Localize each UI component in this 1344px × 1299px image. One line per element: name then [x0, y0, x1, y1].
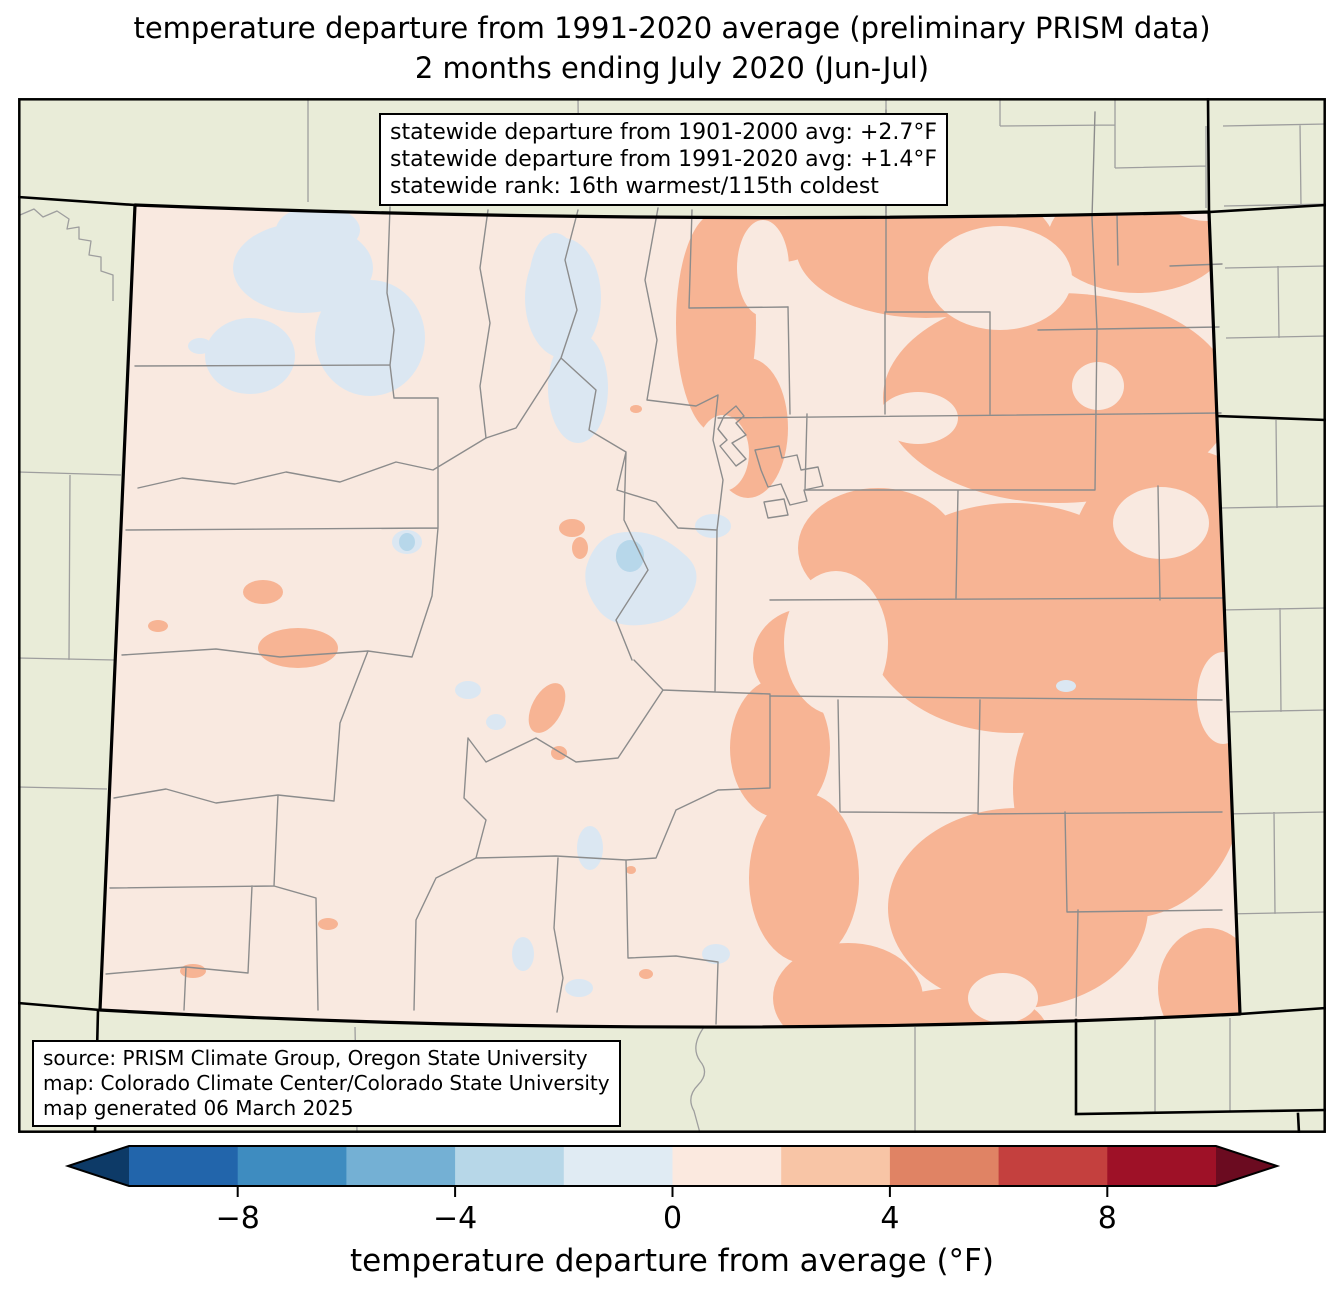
generated-date-line: map generated 06 March 2025	[43, 1096, 354, 1120]
colorado-county-lines	[105, 109, 1223, 1025]
colorbar-tick-labels: −8 −4 0 4 8	[0, 1201, 1344, 1241]
map-frame	[18, 98, 1326, 1133]
colorbar-tick-label: 4	[880, 1201, 900, 1236]
source-attribution-box: source: PRISM Climate Group, Oregon Stat…	[32, 1040, 621, 1127]
stats-line-1901-2000: statewide departure from 1901-2000 avg: …	[390, 120, 938, 145]
source-line: source: PRISM Climate Group, Oregon Stat…	[43, 1046, 588, 1070]
colorbar-tick-label: 0	[662, 1201, 683, 1236]
colorbar-tick-label: −8	[215, 1201, 260, 1236]
figure-title: temperature departure from 1991-2020 ave…	[0, 8, 1344, 88]
colorado-temperature-map	[18, 98, 1326, 1133]
near-normal-areas	[697, 205, 1240, 1023]
cool-anomaly-areas	[188, 206, 1076, 997]
figure-title-line2: 2 months ending July 2020 (Jun-Jul)	[414, 51, 930, 85]
colorbar-tick-label: −4	[432, 1201, 478, 1236]
stats-line-rank: statewide rank: 16th warmest/115th colde…	[390, 174, 879, 199]
colorbar-tick-label: 8	[1097, 1201, 1117, 1236]
map-credit-line: map: Colorado Climate Center/Colorado St…	[43, 1071, 610, 1095]
colorbar-axis-label: temperature departure from average (°F)	[350, 1243, 994, 1279]
figure-title-line1: temperature departure from 1991-2020 ave…	[133, 11, 1211, 45]
statewide-stats-box: statewide departure from 1901-2000 avg: …	[379, 113, 949, 206]
colorbar	[64, 1145, 1281, 1197]
stats-line-1991-2020: statewide departure from 1991-2020 avg: …	[390, 147, 938, 172]
